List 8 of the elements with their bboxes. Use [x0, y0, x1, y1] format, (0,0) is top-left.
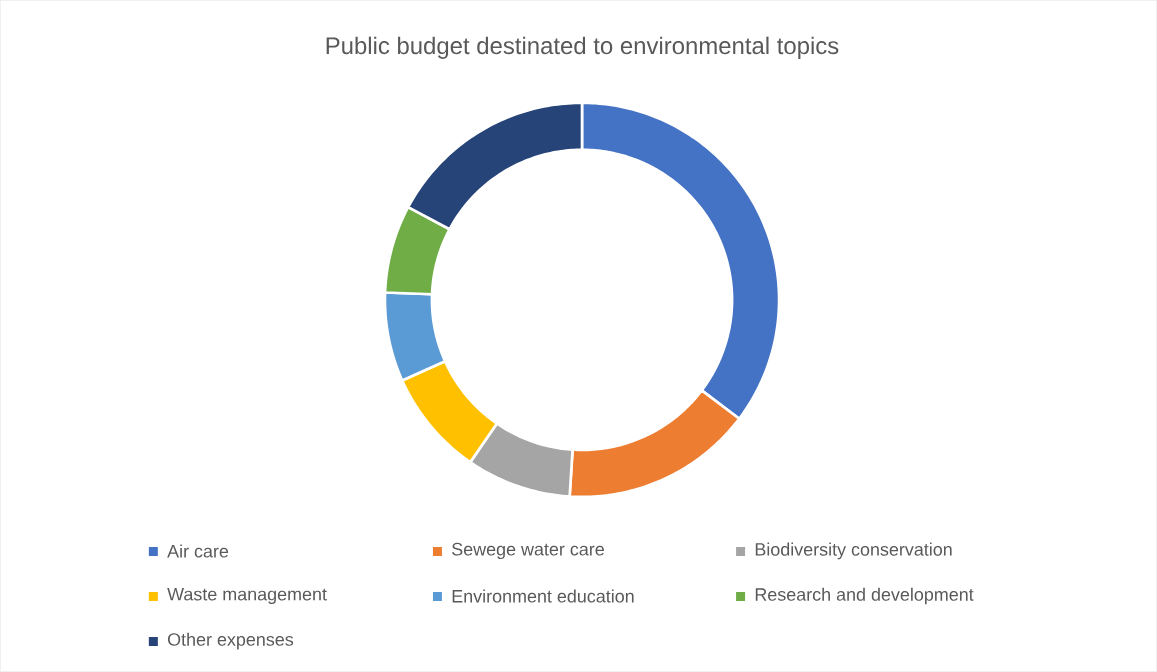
legend-label: Other expenses — [167, 632, 294, 650]
chart-title: Public budget destinated to environmental topics — [326, 36, 839, 60]
legend-label: Research and development — [755, 587, 974, 605]
legend-label: Waste management — [167, 588, 327, 605]
legend-label: Biodiversity conservation — [755, 542, 952, 560]
legend-label: Sewege water care — [452, 542, 604, 560]
legend-label: Air care — [167, 544, 229, 558]
legend-label: Environment education — [452, 589, 634, 603]
